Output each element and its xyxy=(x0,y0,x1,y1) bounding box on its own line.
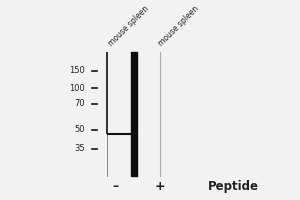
Text: 50: 50 xyxy=(74,125,85,134)
Text: 70: 70 xyxy=(74,99,85,108)
Text: –: – xyxy=(113,180,119,193)
Text: +: + xyxy=(155,180,166,193)
Text: 35: 35 xyxy=(74,144,85,153)
Text: 100: 100 xyxy=(69,84,85,93)
Text: mouse spleen: mouse spleen xyxy=(106,4,150,48)
Text: 150: 150 xyxy=(69,66,85,75)
Text: Peptide: Peptide xyxy=(208,180,259,193)
Text: mouse spleen: mouse spleen xyxy=(157,4,201,48)
